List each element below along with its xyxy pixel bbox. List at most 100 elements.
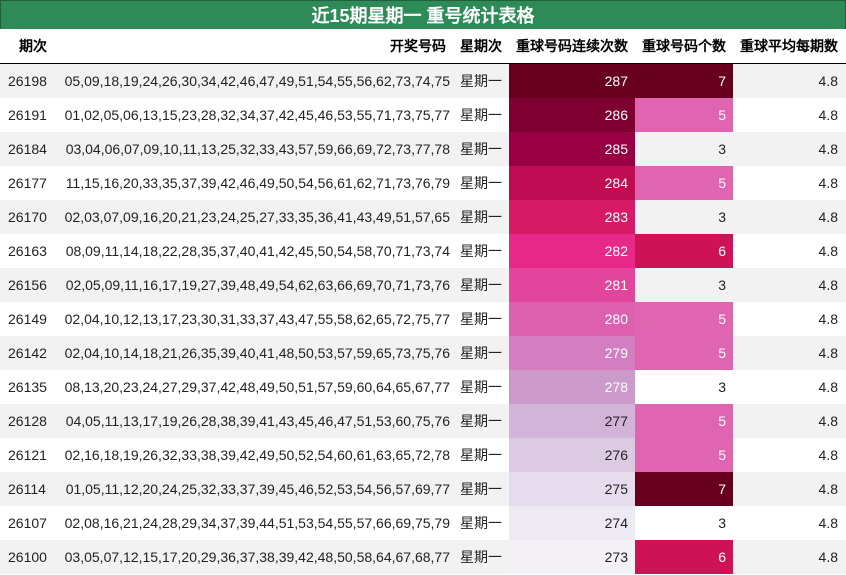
row-avg: 4.8 — [818, 515, 838, 531]
row-weekday: 星期一 — [460, 379, 502, 395]
table-row: 26107 02,08,16,21,24,28,29,34,37,39,44,51… — [0, 506, 846, 540]
row-avg: 4.8 — [818, 141, 838, 157]
row-consecutive: 281 — [509, 268, 635, 302]
table-row: 26149 02,04,10,12,13,17,23,30,31,33,37,43… — [0, 302, 846, 336]
row-avg: 4.8 — [818, 209, 838, 225]
row-weekday: 星期一 — [460, 277, 502, 293]
table-body: 26198 05,09,18,19,24,26,30,34,42,46,47,49… — [0, 64, 846, 574]
table-header: 期次 开奖号码 星期次 重球号码连续次数 重球号码个数 重球平均每期数 — [0, 29, 846, 64]
row-count: 5 — [635, 336, 733, 370]
header-weekday: 星期次 — [460, 38, 502, 54]
row-numbers: 02,08,16,21,24,28,29,34,37,39,44,51,53,5… — [64, 515, 450, 531]
row-count: 3 — [718, 379, 726, 395]
row-avg: 4.8 — [818, 413, 838, 429]
row-consecutive: 275 — [509, 472, 635, 506]
row-avg: 4.8 — [818, 379, 838, 395]
table-title: 近15期星期一 重号统计表格 — [0, 0, 846, 29]
row-id: 26191 — [8, 107, 47, 123]
row-numbers: 01,02,05,06,13,15,23,28,32,34,37,42,45,4… — [64, 107, 450, 123]
row-consecutive: 283 — [509, 200, 635, 234]
row-count: 7 — [635, 472, 733, 506]
row-weekday: 星期一 — [460, 345, 502, 361]
table-row: 26128 04,05,11,13,17,19,26,28,38,39,41,43… — [0, 404, 846, 438]
row-id: 26149 — [8, 311, 47, 327]
table-row: 26163 08,09,11,14,18,22,28,35,37,40,41,42… — [0, 234, 846, 268]
row-weekday: 星期一 — [460, 209, 502, 225]
row-avg: 4.8 — [818, 277, 838, 293]
row-numbers: 02,03,07,09,16,20,21,23,24,25,27,33,35,3… — [64, 209, 450, 225]
row-numbers: 05,09,18,19,24,26,30,34,42,46,47,49,51,5… — [64, 73, 450, 89]
table-row: 26135 08,13,20,23,24,27,29,37,42,48,49,50… — [0, 370, 846, 404]
row-id: 26100 — [8, 549, 47, 565]
row-id: 26177 — [8, 175, 47, 191]
row-id: 26163 — [8, 243, 47, 259]
row-consecutive: 277 — [509, 404, 635, 438]
row-avg: 4.8 — [818, 311, 838, 327]
row-consecutive: 284 — [509, 166, 635, 200]
row-count: 3 — [718, 515, 726, 531]
table-row: 26191 01,02,05,06,13,15,23,28,32,34,37,42… — [0, 98, 846, 132]
row-weekday: 星期一 — [460, 413, 502, 429]
row-consecutive: 280 — [509, 302, 635, 336]
row-weekday: 星期一 — [460, 243, 502, 259]
row-numbers: 01,05,11,12,20,24,25,32,33,37,39,45,46,5… — [65, 481, 450, 497]
row-numbers: 02,04,10,14,18,21,26,35,39,40,41,48,50,5… — [64, 345, 450, 361]
header-count: 重球号码个数 — [642, 38, 726, 54]
row-count: 5 — [635, 404, 733, 438]
row-id: 26198 — [8, 73, 47, 89]
row-avg: 4.8 — [818, 175, 838, 191]
row-count: 6 — [635, 540, 733, 574]
row-numbers: 04,05,11,13,17,19,26,28,38,39,41,43,45,4… — [65, 413, 450, 429]
table-row: 26156 02,05,09,11,16,17,19,27,39,48,49,54… — [0, 268, 846, 302]
row-numbers: 02,16,18,19,26,32,33,38,39,42,49,50,52,5… — [64, 447, 450, 463]
row-id: 26121 — [8, 447, 47, 463]
table-row: 26121 02,16,18,19,26,32,33,38,39,42,49,50… — [0, 438, 846, 472]
row-consecutive: 274 — [509, 506, 635, 540]
row-avg: 4.8 — [818, 447, 838, 463]
row-id: 26135 — [8, 379, 47, 395]
row-weekday: 星期一 — [460, 141, 502, 157]
row-consecutive: 278 — [509, 370, 635, 404]
table-row: 26142 02,04,10,14,18,21,26,35,39,40,41,48… — [0, 336, 846, 370]
row-id: 26107 — [8, 515, 47, 531]
row-count: 6 — [635, 234, 733, 268]
row-weekday: 星期一 — [460, 175, 502, 191]
row-count: 5 — [635, 302, 733, 336]
row-numbers: 11,15,16,20,33,35,37,39,42,46,49,50,54,5… — [65, 175, 450, 191]
row-count: 5 — [635, 98, 733, 132]
table-row: 26170 02,03,07,09,16,20,21,23,24,25,27,33… — [0, 200, 846, 234]
row-id: 26184 — [8, 141, 47, 157]
row-avg: 4.8 — [818, 107, 838, 123]
row-consecutive: 276 — [509, 438, 635, 472]
row-weekday: 星期一 — [460, 311, 502, 327]
row-numbers: 02,04,10,12,13,17,23,30,31,33,37,43,47,5… — [64, 311, 450, 327]
row-weekday: 星期一 — [460, 107, 502, 123]
header-consecutive: 重球号码连续次数 — [516, 38, 628, 54]
row-count: 5 — [635, 438, 733, 472]
row-weekday: 星期一 — [460, 447, 502, 463]
row-weekday: 星期一 — [460, 481, 502, 497]
row-numbers: 03,05,07,12,15,17,20,29,36,37,38,39,42,4… — [64, 549, 450, 565]
row-consecutive: 279 — [509, 336, 635, 370]
table-row: 26100 03,05,07,12,15,17,20,29,36,37,38,39… — [0, 540, 846, 574]
row-consecutive: 282 — [509, 234, 635, 268]
header-id: 期次 — [19, 38, 47, 54]
row-numbers: 08,13,20,23,24,27,29,37,42,48,49,50,51,5… — [64, 379, 450, 395]
row-numbers: 03,04,06,07,09,10,11,13,25,32,33,43,57,5… — [65, 141, 450, 157]
row-weekday: 星期一 — [460, 515, 502, 531]
table-row: 26114 01,05,11,12,20,24,25,32,33,37,39,45… — [0, 472, 846, 506]
table-row: 26198 05,09,18,19,24,26,30,34,42,46,47,49… — [0, 64, 846, 98]
row-consecutive: 287 — [509, 64, 635, 98]
row-avg: 4.8 — [818, 481, 838, 497]
row-count: 5 — [635, 166, 733, 200]
row-id: 26170 — [8, 209, 47, 225]
row-avg: 4.8 — [818, 243, 838, 259]
row-id: 26156 — [8, 277, 47, 293]
row-count: 3 — [718, 209, 726, 225]
row-avg: 4.8 — [818, 73, 838, 89]
table-row: 26177 11,15,16,20,33,35,37,39,42,46,49,50… — [0, 166, 846, 200]
row-count: 3 — [718, 277, 726, 293]
row-avg: 4.8 — [818, 549, 838, 565]
row-id: 26114 — [8, 481, 46, 497]
